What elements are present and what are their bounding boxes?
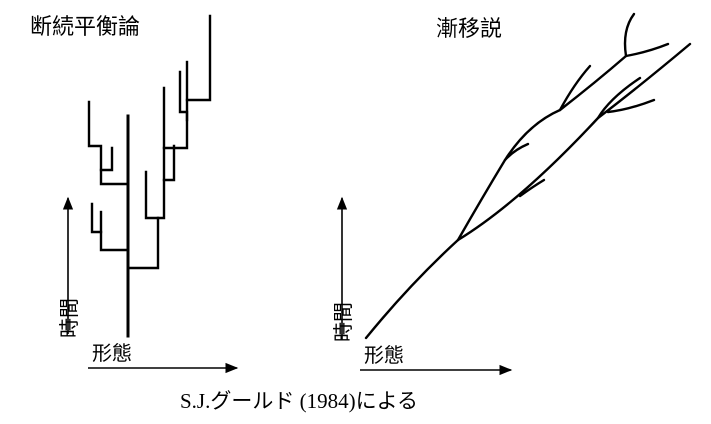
right-clade-middle <box>156 86 166 220</box>
right-panel: 漸移説 時間 形態 <box>331 12 692 376</box>
right-clade-upper <box>162 70 189 150</box>
left-clade-upper <box>87 100 130 186</box>
left-time-axis-label: 時間 <box>57 298 81 338</box>
main-side-branch-mid <box>606 98 656 114</box>
right-panel-title: 漸移説 <box>436 17 502 42</box>
upper-lineage <box>456 54 628 242</box>
upper-side-branch-low <box>503 142 530 162</box>
left-clade-upper-twig <box>99 146 114 172</box>
right-time-axis-label: 時間 <box>331 302 355 342</box>
left-form-axis-label: 形態 <box>92 341 132 365</box>
figure-caption: S.J.グールド (1984)による <box>180 389 418 413</box>
upper-lineage-tip <box>623 12 636 58</box>
main-side-branch-low <box>518 178 546 198</box>
right-clade-top <box>185 14 212 102</box>
left-panel: 断続平衡論 時間 形態 <box>30 14 239 374</box>
ancestral-lineage <box>364 238 460 340</box>
main-side-branch-high <box>596 76 642 120</box>
punctuated-tree <box>87 14 212 338</box>
right-clade-middle-twig <box>162 144 176 182</box>
right-form-axis-label: 形態 <box>364 343 404 367</box>
main-lineage <box>456 42 692 242</box>
upper-side-branch-high <box>558 64 592 112</box>
gradual-lineages <box>364 12 692 340</box>
upper-lineage-fork <box>624 42 670 58</box>
right-clade-stem <box>126 170 160 270</box>
left-panel-title: 断続平衡論 <box>30 15 140 40</box>
left-clade-lower <box>90 202 130 252</box>
